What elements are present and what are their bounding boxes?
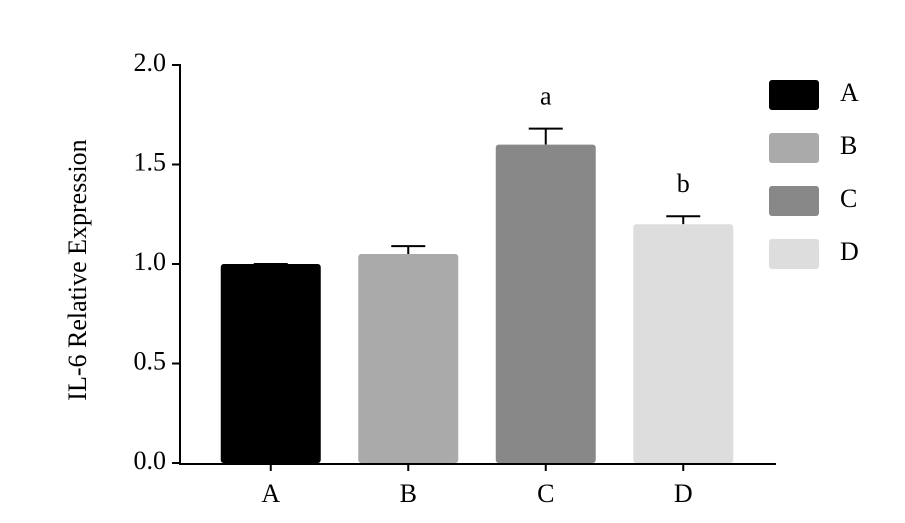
y-tick-label: 1.0 xyxy=(134,247,167,276)
legend-label: D xyxy=(840,237,859,266)
legend-swatch xyxy=(769,133,819,163)
legend-swatch xyxy=(769,80,819,110)
legend-label: B xyxy=(840,131,857,160)
y-tick-label: 1.5 xyxy=(134,147,167,176)
annotation: b xyxy=(677,169,690,198)
legend-swatch xyxy=(769,186,819,216)
legend-label: A xyxy=(840,78,859,107)
bar xyxy=(358,254,459,463)
y-tick-label: 0.5 xyxy=(134,346,167,375)
bar xyxy=(495,144,596,463)
legend-label: C xyxy=(840,184,857,213)
x-tick-label: D xyxy=(674,479,693,508)
y-tick-label: 2.0 xyxy=(134,48,167,77)
legend-swatch xyxy=(769,239,819,269)
bar xyxy=(220,264,321,463)
y-tick-label: 0.0 xyxy=(134,446,167,475)
bar xyxy=(633,224,734,463)
x-tick-label: A xyxy=(261,479,280,508)
x-tick-label: C xyxy=(537,479,554,508)
y-axis-label: IL-6 Relative Expression xyxy=(63,139,92,400)
annotation: a xyxy=(540,82,552,111)
x-tick-label: B xyxy=(400,479,417,508)
